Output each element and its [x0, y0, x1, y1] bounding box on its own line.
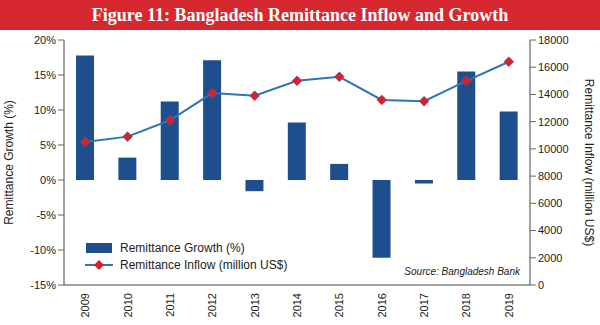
- svg-text:2019: 2019: [503, 293, 515, 317]
- svg-text:2011: 2011: [164, 293, 176, 317]
- html-text:Remittance Inflow (million US$: Remittance Inflow (million US$): [120, 257, 288, 272]
- svg-text:4000: 4000: [538, 224, 562, 236]
- html-text:Figure 11: Bangladesh Remittan: Figure 11: Bangladesh Remittance Inflow …: [91, 5, 509, 25]
- svg-text:18000: 18000: [538, 34, 569, 46]
- svg-text:2017: 2017: [418, 293, 430, 317]
- svg-text:2015: 2015: [333, 293, 345, 317]
- svg-text:15%: 15%: [34, 69, 56, 81]
- html-text:Remittance Growth (%): Remittance Growth (%): [120, 240, 245, 255]
- svg-text:0: 0: [538, 279, 544, 291]
- svg-text:5%: 5%: [40, 139, 56, 151]
- svg-text:2018: 2018: [460, 293, 472, 317]
- svg-text:2013: 2013: [249, 293, 261, 317]
- svg-text:2016: 2016: [376, 293, 388, 317]
- svg-text:0%: 0%: [40, 174, 56, 186]
- html-text:Source: Bangladesh Bank: Source: Bangladesh Bank: [404, 266, 520, 277]
- svg-text:6000: 6000: [538, 197, 562, 209]
- svg-text:2012: 2012: [206, 293, 218, 317]
- svg-text:10000: 10000: [538, 143, 569, 155]
- svg-text:12000: 12000: [538, 116, 569, 128]
- svg-text:14000: 14000: [538, 88, 569, 100]
- svg-text:2009: 2009: [79, 293, 91, 317]
- svg-text:-10%: -10%: [30, 244, 56, 256]
- svg-text:2000: 2000: [538, 252, 562, 264]
- svg-text:Remittance Growth (%): Remittance Growth (%): [2, 100, 16, 225]
- svg-text:Remittance Inflow (million US$: Remittance Inflow (million US$): [582, 79, 596, 246]
- svg-text:10%: 10%: [34, 104, 56, 116]
- svg-text:8000: 8000: [538, 170, 562, 182]
- svg-text:16000: 16000: [538, 61, 569, 73]
- svg-text:-15%: -15%: [30, 279, 56, 291]
- svg-text:2010: 2010: [122, 293, 134, 317]
- svg-text:20%: 20%: [34, 34, 56, 46]
- svg-text:2014: 2014: [291, 293, 303, 317]
- svg-text:-5%: -5%: [36, 209, 56, 221]
